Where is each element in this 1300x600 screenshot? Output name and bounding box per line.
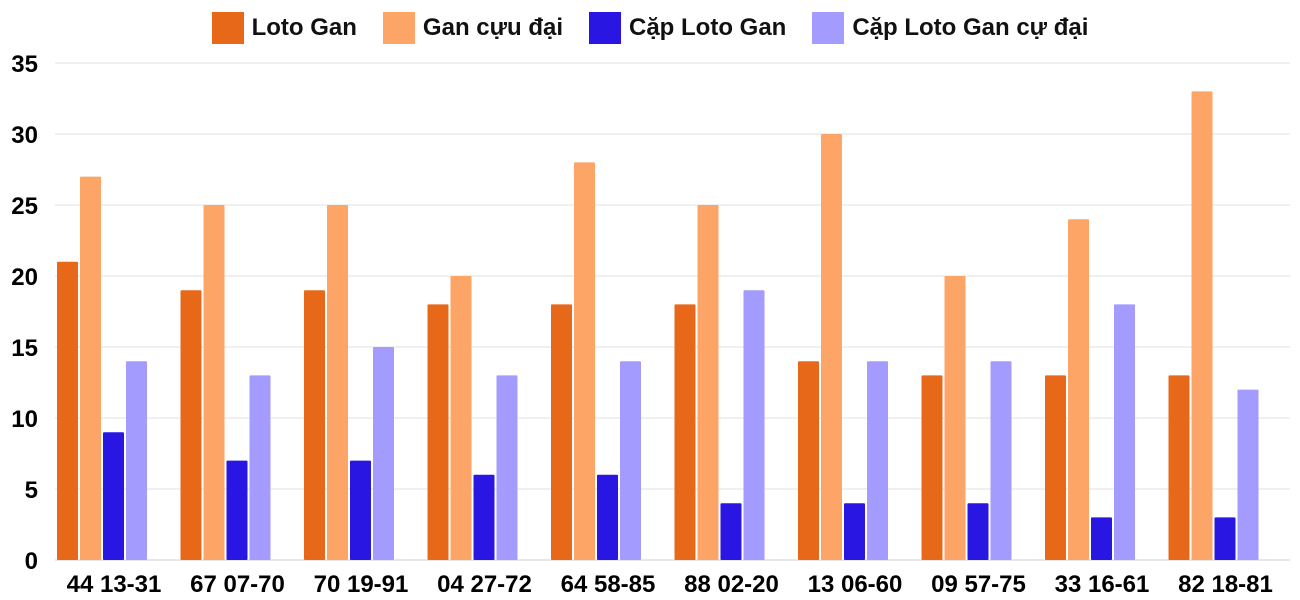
- bar-gan-cựu-đại-8[interactable]: [1068, 219, 1089, 560]
- bar-loto-gan-9[interactable]: [1168, 375, 1190, 560]
- bar-loto-gan-7[interactable]: [921, 375, 943, 560]
- bars: [57, 91, 1259, 561]
- bar-gan-cựu-đại-9[interactable]: [1191, 91, 1213, 561]
- legend-label-gan-cuu-dai: Gan cựu đại: [422, 14, 563, 41]
- x-axis-labels: 44 13-31 67 07-70 70 19-91 04 27-72 64 58-85…: [67, 571, 1273, 598]
- x-tick-label: 33 16-61: [1055, 571, 1150, 598]
- bar-cặp-loto-gan-cự-đại-5[interactable]: [743, 290, 765, 560]
- bar-cặp-loto-gan-cự-đại-7[interactable]: [990, 361, 1012, 560]
- bar-cặp-loto-gan-3[interactable]: [473, 474, 495, 560]
- y-tick-label: 25: [11, 193, 38, 220]
- x-tick-label: 13 06-60: [808, 571, 903, 598]
- legend-label-cap-loto-gan: Cặp Loto Gan: [629, 14, 787, 41]
- legend-item-cap-loto-gan-cu-dai[interactable]: Cặp Loto Gan cự đại: [812, 12, 1088, 44]
- legend-swatch-loto-gan: [211, 12, 244, 44]
- bar-loto-gan-5[interactable]: [674, 304, 696, 560]
- bar-cặp-loto-gan-4[interactable]: [597, 474, 618, 560]
- bar-cặp-loto-gan-cự-đại-1[interactable]: [249, 375, 271, 560]
- y-axis-ticks: 0 5 10 15 20 25 30 35: [11, 51, 38, 575]
- x-tick-label: 09 57-75: [931, 571, 1026, 598]
- bar-loto-gan-6[interactable]: [798, 361, 819, 560]
- chart-legend: Loto Gan Gan cựu đại Cặp Loto Gan Cặp Lo…: [0, 12, 1300, 44]
- legend-label-loto-gan: Loto Gan: [251, 14, 357, 41]
- bar-gan-cựu-đại-3[interactable]: [450, 276, 472, 560]
- bar-gan-cựu-đại-4[interactable]: [574, 162, 595, 560]
- bar-cặp-loto-gan-7[interactable]: [967, 503, 989, 560]
- bar-cặp-loto-gan-0[interactable]: [103, 432, 124, 560]
- y-tick-label: 5: [25, 477, 38, 504]
- bar-cặp-loto-gan-8[interactable]: [1091, 517, 1112, 560]
- x-tick-label: 70 19-91: [314, 571, 409, 598]
- bar-loto-gan-3[interactable]: [427, 304, 449, 560]
- bar-loto-gan-0[interactable]: [57, 261, 78, 560]
- x-tick-label: 82 18-81: [1178, 571, 1273, 598]
- y-tick-label: 20: [11, 264, 38, 291]
- legend-item-cap-loto-gan[interactable]: Cặp Loto Gan: [589, 12, 786, 44]
- bar-loto-gan-4[interactable]: [551, 304, 572, 560]
- bar-loto-gan-8[interactable]: [1045, 375, 1066, 560]
- bar-cặp-loto-gan-5[interactable]: [720, 503, 742, 560]
- bar-gan-cựu-đại-5[interactable]: [697, 205, 719, 560]
- legend-item-loto-gan[interactable]: Loto Gan: [211, 12, 357, 44]
- bar-gan-cựu-đại-1[interactable]: [203, 205, 225, 560]
- bar-loto-gan-2[interactable]: [304, 290, 325, 560]
- legend-label-cap-loto-gan-cu-dai: Cặp Loto Gan cự đại: [852, 14, 1089, 41]
- bar-cặp-loto-gan-cự-đại-8[interactable]: [1114, 304, 1135, 560]
- bar-cặp-loto-gan-cự-đại-3[interactable]: [496, 375, 518, 560]
- legend-swatch-cap-loto-gan: [589, 12, 621, 44]
- legend-swatch-gan-cuu-dai: [382, 12, 415, 44]
- bar-gan-cựu-đại-2[interactable]: [327, 205, 348, 560]
- legend-item-gan-cuu-dai[interactable]: Gan cựu đại: [382, 12, 563, 44]
- y-tick-label: 30: [11, 122, 38, 149]
- y-tick-label: 35: [11, 51, 38, 78]
- bar-cặp-loto-gan-cự-đại-0[interactable]: [126, 361, 147, 560]
- x-tick-label: 88 02-20: [684, 571, 779, 598]
- bar-gan-cựu-đại-6[interactable]: [821, 134, 842, 560]
- bar-cặp-loto-gan-cự-đại-4[interactable]: [620, 361, 641, 560]
- bar-gan-cựu-đại-7[interactable]: [944, 276, 966, 560]
- legend-swatch-cap-loto-gan-cu-dai: [812, 12, 845, 44]
- bar-cặp-loto-gan-2[interactable]: [350, 460, 371, 560]
- bar-cặp-loto-gan-cự-đại-9[interactable]: [1237, 389, 1259, 560]
- x-tick-label: 44 13-31: [67, 571, 162, 598]
- bar-cặp-loto-gan-1[interactable]: [226, 460, 248, 560]
- bar-cặp-loto-gan-cự-đại-6[interactable]: [867, 361, 888, 560]
- bar-gan-cựu-đại-0[interactable]: [80, 176, 101, 560]
- x-tick-label: 64 58-85: [561, 571, 656, 598]
- y-tick-label: 15: [11, 335, 38, 362]
- bar-cặp-loto-gan-9[interactable]: [1214, 517, 1236, 560]
- bar-cặp-loto-gan-6[interactable]: [844, 503, 865, 560]
- bar-loto-gan-1[interactable]: [180, 290, 202, 560]
- x-tick-label: 04 27-72: [437, 571, 532, 598]
- y-tick-label: 0: [25, 548, 38, 575]
- bar-cặp-loto-gan-cự-đại-2[interactable]: [373, 347, 394, 560]
- y-tick-label: 10: [11, 406, 38, 433]
- x-tick-label: 67 07-70: [190, 571, 285, 598]
